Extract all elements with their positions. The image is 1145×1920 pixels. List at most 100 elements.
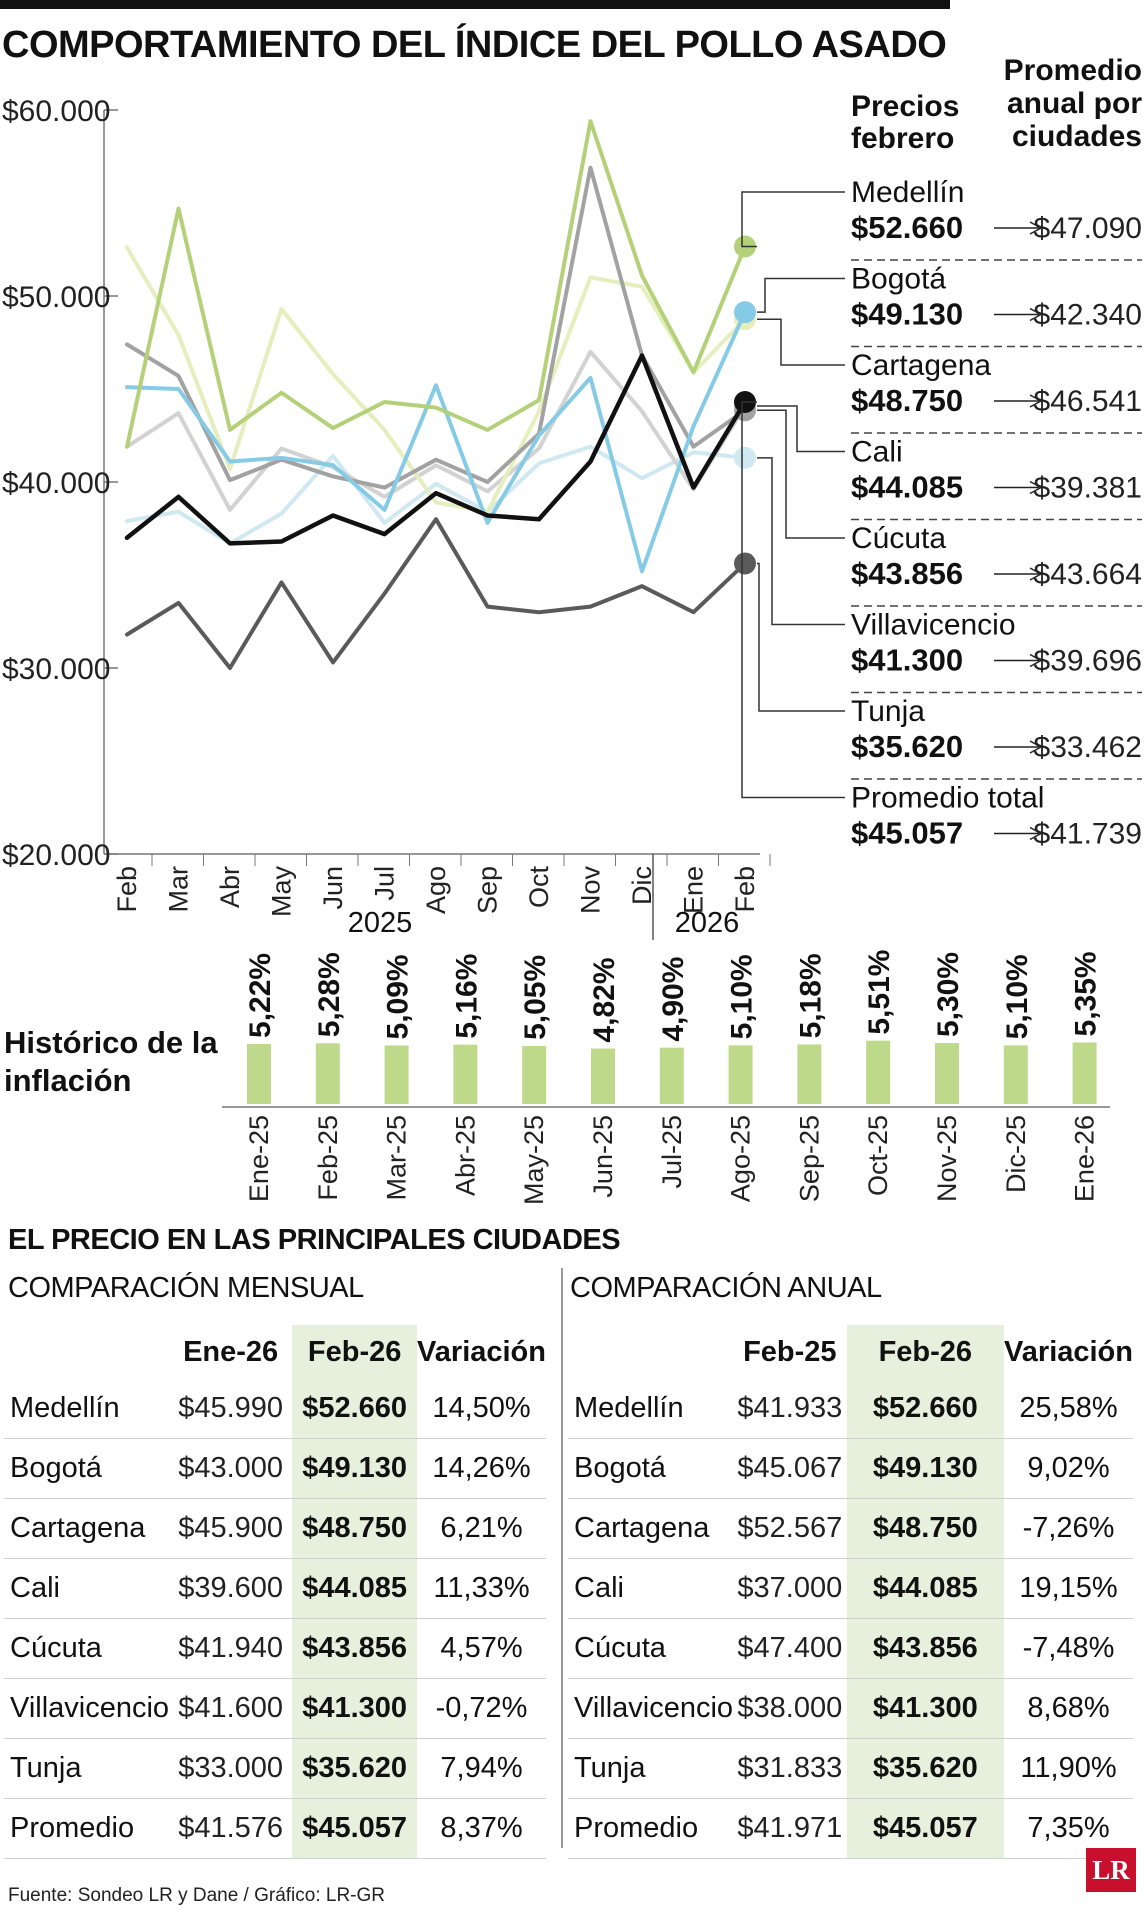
header-prev: Feb-25 xyxy=(743,1335,837,1368)
monthly-table: Ene-26 Feb-26 Variación Medellín $45.990 $… xyxy=(4,1325,546,1859)
variation: 14,50% xyxy=(417,1379,546,1439)
city-name: Cúcuta xyxy=(4,1618,170,1679)
legend-city-name: Cali xyxy=(851,436,903,469)
lr-logo: LR xyxy=(1086,1848,1136,1892)
inflation-bar xyxy=(522,1045,547,1104)
variation: -0,72% xyxy=(417,1678,546,1739)
table-row: Promedio $41.576 $45.057 8,37% xyxy=(4,1798,546,1859)
top-rule xyxy=(0,0,950,9)
prev-price: $45.900 xyxy=(169,1498,293,1559)
cities-title: EL PRECIO EN LAS PRINCIPALES CIUDADES xyxy=(8,1224,621,1256)
table-row: Villavicencio $38.000 $41.300 8,68% xyxy=(568,1678,1133,1739)
x-tick-label: Jun xyxy=(318,866,348,910)
inflation-bar-label: 5,05% xyxy=(519,955,552,1040)
legend-feb-price: $48.750 xyxy=(851,383,963,418)
current-price: $48.750 xyxy=(846,1498,1005,1559)
series-line-7 xyxy=(124,353,748,546)
prev-price: $45.067 xyxy=(733,1438,847,1499)
inflation-bar xyxy=(797,1044,822,1104)
year-label-2025: 2025 xyxy=(348,907,413,939)
x-tick-label: Ene xyxy=(679,866,709,914)
city-name: Medellín xyxy=(568,1379,734,1439)
legend-feb-price: $41.300 xyxy=(851,643,963,678)
inflation-bar xyxy=(247,1043,271,1104)
x-tick-label: Feb xyxy=(112,866,142,913)
legend-feb-price: $44.085 xyxy=(851,470,963,505)
prev-price: $33.000 xyxy=(169,1738,293,1799)
series-line-2 xyxy=(125,245,747,514)
legend-header-right-2: anual por xyxy=(1007,87,1142,120)
table-row: Cartagena $52.567 $48.750 -7,26% xyxy=(568,1498,1133,1559)
annual-table: Feb-25 Feb-26 Variación Medellín $41.933 $… xyxy=(568,1325,1133,1859)
legend-city-name: Promedio total xyxy=(851,782,1044,815)
table-row: Cúcuta $41.940 $43.856 4,57% xyxy=(4,1618,546,1679)
header-current: Feb-26 xyxy=(292,1325,418,1379)
legend-annual-price: $43.664 xyxy=(1034,558,1142,591)
inflation-bar xyxy=(866,1040,891,1104)
inflation-title-1: Histórico de la xyxy=(4,1025,218,1060)
inflation-x-label: Ago-25 xyxy=(726,1115,756,1202)
inflation-x-label: Jun-25 xyxy=(588,1115,618,1198)
inflation-bar-label: 5,30% xyxy=(932,952,965,1037)
y-tick-label: $50.000 xyxy=(2,281,110,314)
prev-price: $38.000 xyxy=(733,1678,847,1739)
table-row: Medellín $41.933 $52.660 25,58% xyxy=(568,1379,1133,1439)
city-name: Promedio xyxy=(4,1798,170,1859)
table-row: Cali $37.000 $44.085 19,15% xyxy=(568,1558,1133,1619)
legend-leader-line xyxy=(757,405,845,453)
legend-header-right-1: Promedio xyxy=(1004,54,1142,87)
current-price: $43.856 xyxy=(292,1618,418,1679)
inflation-bar-label: 5,35% xyxy=(1070,951,1103,1036)
arrow-icon xyxy=(1029,394,1043,408)
x-tick-label: Feb xyxy=(730,866,760,913)
prev-price: $41.940 xyxy=(169,1618,293,1679)
variation: 9,02% xyxy=(1004,1438,1133,1499)
y-tick-label: $40.000 xyxy=(2,467,110,500)
inflation-bar-label: 4,82% xyxy=(588,957,621,1042)
current-price: $44.085 xyxy=(292,1558,418,1619)
legend-feb-price: $45.057 xyxy=(851,816,963,851)
city-name: Cali xyxy=(568,1558,734,1619)
legend-annual-price: $47.090 xyxy=(1034,212,1142,245)
inflation-x-label: Ene-25 xyxy=(244,1115,274,1202)
x-tick-label: Dic xyxy=(627,866,657,905)
inflation-bar-label: 5,09% xyxy=(382,954,415,1039)
inflation-x-label: Dic-25 xyxy=(1001,1115,1031,1193)
inflation-title-2: inflación xyxy=(4,1063,131,1098)
current-price: $41.300 xyxy=(846,1678,1005,1739)
series-end-marker-1 xyxy=(734,301,756,324)
legend-feb-price: $43.856 xyxy=(851,556,963,591)
x-tick-label: Ago xyxy=(421,866,451,914)
current-price: $45.057 xyxy=(846,1798,1005,1859)
arrow-icon xyxy=(1029,221,1043,235)
legend-header-left-1: Precios xyxy=(851,90,959,123)
inflation-bar-label: 5,18% xyxy=(794,953,827,1038)
variation: 25,58% xyxy=(1004,1379,1133,1439)
variation: 6,21% xyxy=(417,1498,546,1559)
x-tick-label: Nov xyxy=(576,866,606,915)
current-price: $48.750 xyxy=(292,1498,418,1559)
table-row: Tunja $31.833 $35.620 11,90% xyxy=(568,1738,1133,1799)
current-price: $49.130 xyxy=(846,1438,1005,1499)
header-city xyxy=(568,1325,733,1379)
inflation-x-label: Nov-25 xyxy=(932,1115,962,1202)
prev-price: $43.000 xyxy=(169,1438,293,1499)
prev-price: $47.400 xyxy=(733,1618,847,1679)
current-price: $43.856 xyxy=(846,1618,1005,1679)
current-price: $49.130 xyxy=(292,1438,418,1499)
city-name: Bogotá xyxy=(4,1438,170,1499)
annual-title: COMPARACIÓN ANUAL xyxy=(570,1272,882,1304)
inflation-bar-label: 5,51% xyxy=(863,950,896,1035)
inflation-x-label: Oct-25 xyxy=(863,1115,893,1196)
prev-price: $41.576 xyxy=(169,1798,293,1859)
city-name: Medellín xyxy=(4,1379,170,1439)
prev-price: $39.600 xyxy=(169,1558,293,1619)
inflation-bar-label: 5,28% xyxy=(313,952,346,1037)
inflation-bar-label: 5,10% xyxy=(726,954,759,1039)
current-price: $52.660 xyxy=(846,1379,1005,1439)
header-current: Feb-26 xyxy=(846,1325,1005,1379)
table-row: Promedio $41.971 $45.057 7,35% xyxy=(568,1798,1133,1859)
legend-leader-line xyxy=(741,191,845,248)
city-name: Tunja xyxy=(568,1738,734,1799)
x-tick-label: Abr xyxy=(215,866,245,908)
